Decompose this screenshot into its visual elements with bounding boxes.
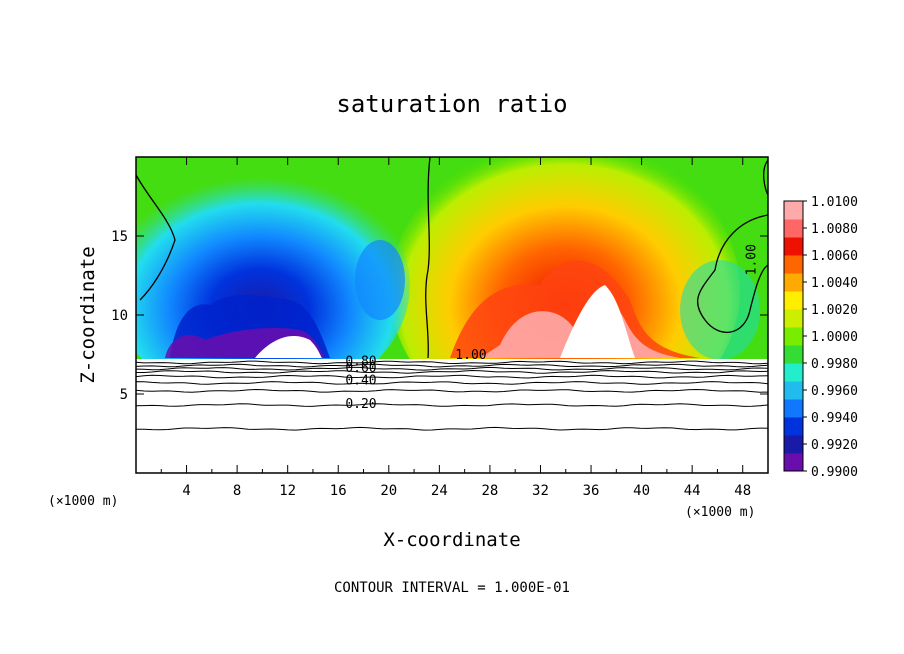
chart-title: saturation ratio: [336, 90, 567, 118]
contour-label: 0.60: [345, 361, 376, 376]
contour-label: 1.00: [455, 348, 486, 363]
x-axis-ticks: 4 8 12 16 20 24 28 32 36 40 44 48: [160, 157, 751, 499]
contour-interval-note: CONTOUR INTERVAL = 1.000E-01: [334, 580, 570, 596]
colorbar-tick-label: 1.0100: [811, 195, 858, 210]
z-unit-label: (×1000 m): [48, 494, 118, 509]
colorbar-tick-label: 0.9900: [811, 465, 858, 480]
colorbar-swatch: [784, 417, 803, 436]
contour-line: [136, 426, 768, 431]
colorbar-swatch: [784, 345, 803, 364]
x-axis-label: X-coordinate: [383, 529, 520, 551]
contour-label: 0.20: [345, 397, 376, 412]
x-tick-label: 48: [734, 483, 751, 499]
colorbar-swatch: [784, 435, 803, 454]
x-tick-label: 36: [583, 483, 600, 499]
x-tick-label: 44: [684, 483, 701, 499]
contour-labels: 1.00 0.800.600.40 0.20 1.00: [345, 244, 759, 412]
y-axis-ticks: 5 10 15: [111, 229, 768, 403]
colorbar-swatch: [784, 363, 803, 382]
colorbar-swatch: [784, 399, 803, 418]
colorbar-swatch: [784, 273, 803, 292]
colorbar-tick-label: 0.9940: [811, 411, 858, 426]
contour-line: [136, 381, 768, 385]
low-level-contours: [136, 360, 768, 431]
contour-line: [136, 366, 768, 371]
x-tick-label: 28: [481, 483, 498, 499]
colorbar-swatch: [784, 309, 803, 328]
colorbar-swatch: [784, 291, 803, 310]
colorbar-tick-label: 1.0020: [811, 303, 858, 318]
colorbar-swatch: [784, 255, 803, 274]
x-tick-label: 40: [633, 483, 650, 499]
x-tick-label: 4: [182, 483, 190, 499]
x-tick-label: 8: [233, 483, 241, 499]
colorbar-swatch: [784, 237, 803, 256]
colorbar-tick-label: 0.9960: [811, 384, 858, 399]
colorbar-swatch: [784, 453, 803, 472]
colorbar-tick-label: 1.0080: [811, 222, 858, 237]
contour-label: 1.00: [744, 244, 759, 275]
y-tick-label: 10: [111, 308, 128, 324]
contour-line: [136, 360, 768, 365]
contour-line: [136, 403, 768, 407]
colorbar-swatch: [784, 381, 803, 400]
y-tick-label: 5: [120, 387, 128, 403]
x-tick-label: 32: [532, 483, 549, 499]
x-tick-label: 24: [431, 483, 448, 499]
contour-line: [136, 374, 768, 379]
colorbar-swatch: [784, 201, 803, 220]
y-tick-label: 15: [111, 229, 128, 245]
colorbar-swatch: [784, 327, 803, 346]
colorbar-tick-label: 0.9920: [811, 438, 858, 453]
field-shading: [136, 157, 768, 473]
colorbar-swatch: [784, 219, 803, 238]
contour-label: 0.80: [345, 355, 376, 370]
contour-line: [136, 369, 768, 374]
contour-line: [136, 363, 768, 368]
colorbar-tick-label: 0.9980: [811, 357, 858, 372]
colorbar-tick-label: 1.0000: [811, 330, 858, 345]
x-unit-label: (×1000 m): [685, 505, 755, 520]
colorbar-tick-label: 1.0060: [811, 249, 858, 264]
x-tick-label: 20: [380, 483, 397, 499]
contour-label: 0.40: [345, 374, 376, 389]
x-tick-label: 12: [279, 483, 296, 499]
x-tick-label: 16: [330, 483, 347, 499]
y-axis-label: Z-coordinate: [77, 246, 99, 383]
colorbar-tick-label: 1.0040: [811, 276, 858, 291]
contour-line: [136, 388, 768, 393]
colorbar: 1.0100 1.0080 1.0060 1.0040 1.0020 1.0000 0.99…: [783, 195, 858, 480]
